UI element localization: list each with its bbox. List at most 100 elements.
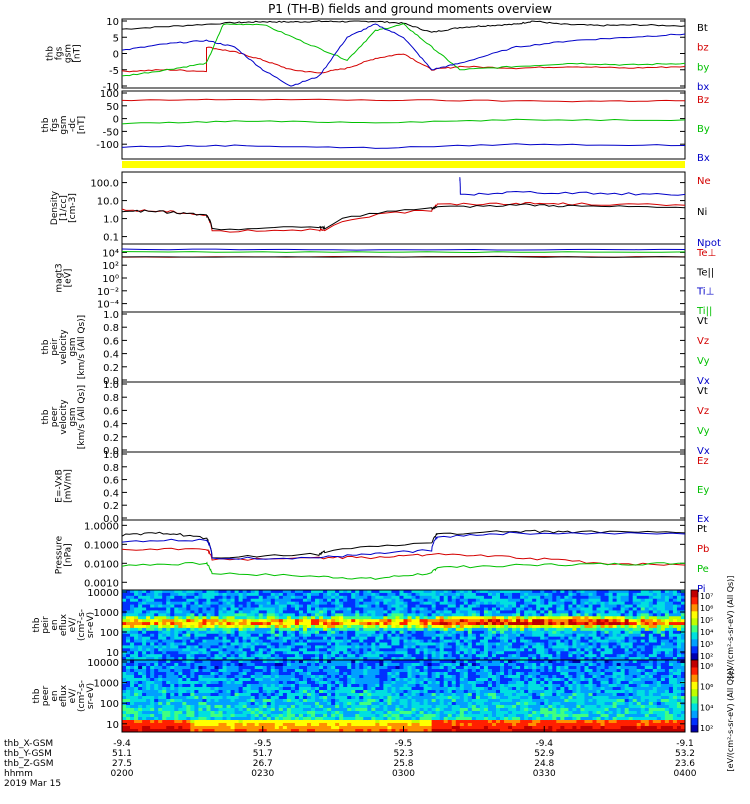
heatmap-cell bbox=[512, 625, 516, 628]
heatmap-cell bbox=[138, 637, 142, 640]
heatmap-cell bbox=[170, 634, 174, 637]
heatmap-cell bbox=[677, 619, 681, 622]
heatmap-cell bbox=[295, 711, 299, 714]
heatmap-cell bbox=[299, 602, 303, 605]
heatmap-cell bbox=[174, 619, 178, 622]
heatmap-cell bbox=[198, 687, 202, 690]
heatmap-cell bbox=[335, 593, 339, 596]
heatmap-cell bbox=[299, 596, 303, 599]
heatmap-cell bbox=[568, 631, 572, 634]
heatmap-cell bbox=[520, 651, 524, 654]
heatmap-cell bbox=[150, 708, 154, 711]
heatmap-cell bbox=[432, 602, 436, 605]
heatmap-cell bbox=[440, 654, 444, 657]
heatmap-cell bbox=[363, 605, 367, 608]
heatmap-cell bbox=[508, 613, 512, 616]
heatmap-cell bbox=[512, 628, 516, 631]
heatmap-cell bbox=[202, 708, 206, 711]
heatmap-cell bbox=[331, 616, 335, 619]
heatmap-cell bbox=[424, 622, 428, 625]
heatmap-cell bbox=[307, 717, 311, 720]
heatmap-cell bbox=[605, 608, 609, 611]
heatmap-cell bbox=[597, 619, 601, 622]
heatmap-cell bbox=[243, 660, 247, 663]
heatmap-cell bbox=[323, 681, 327, 684]
heatmap-cell bbox=[130, 711, 134, 714]
heatmap-cell bbox=[391, 622, 395, 625]
heatmap-cell bbox=[275, 726, 279, 729]
heatmap-cell bbox=[142, 681, 146, 684]
heatmap-cell bbox=[291, 669, 295, 672]
heatmap-cell bbox=[227, 599, 231, 602]
heatmap-cell bbox=[178, 705, 182, 708]
heatmap-cell bbox=[641, 625, 645, 628]
heatmap-cell bbox=[552, 605, 556, 608]
heatmap-cell bbox=[142, 666, 146, 669]
heatmap-cell bbox=[202, 619, 206, 622]
heatmap-cell bbox=[243, 654, 247, 657]
heatmap-cell bbox=[202, 726, 206, 729]
heatmap-cell bbox=[219, 723, 223, 726]
heatmap-cell bbox=[287, 605, 291, 608]
heatmap-cell bbox=[295, 625, 299, 628]
heatmap-cell bbox=[387, 654, 391, 657]
heatmap-cell bbox=[605, 634, 609, 637]
heatmap-cell bbox=[190, 605, 194, 608]
heatmap-cell bbox=[335, 608, 339, 611]
heatmap-cell bbox=[484, 610, 488, 613]
heatmap-cell bbox=[355, 610, 359, 613]
heatmap-cell bbox=[335, 643, 339, 646]
heatmap-cell bbox=[146, 634, 150, 637]
heatmap-cell bbox=[134, 678, 138, 681]
heatmap-cell bbox=[548, 596, 552, 599]
heatmap-cell bbox=[219, 687, 223, 690]
heatmap-cell bbox=[239, 599, 243, 602]
heatmap-cell bbox=[613, 640, 617, 643]
heatmap-cell bbox=[395, 645, 399, 648]
heatmap-cell bbox=[138, 693, 142, 696]
heatmap-cell bbox=[178, 693, 182, 696]
heatmap-cell bbox=[210, 645, 214, 648]
heatmap-cell bbox=[267, 651, 271, 654]
heatmap-cell bbox=[235, 690, 239, 693]
heatmap-cell bbox=[351, 628, 355, 631]
heatmap-cell bbox=[255, 613, 259, 616]
heatmap-cell bbox=[263, 628, 267, 631]
heatmap-cell bbox=[665, 648, 669, 651]
heatmap-cell bbox=[351, 593, 355, 596]
heatmap-cell bbox=[484, 622, 488, 625]
heatmap-cell bbox=[343, 616, 347, 619]
heatmap-cell bbox=[263, 672, 267, 675]
heatmap-cell bbox=[669, 596, 673, 599]
heatmap-cell bbox=[287, 723, 291, 726]
heatmap-cell bbox=[440, 648, 444, 651]
heatmap-cell bbox=[444, 637, 448, 640]
heatmap-cell bbox=[255, 648, 259, 651]
legend-entry: Ti⊥ bbox=[696, 287, 714, 298]
heatmap-cell bbox=[194, 654, 198, 657]
heatmap-cell bbox=[271, 619, 275, 622]
heatmap-cell bbox=[548, 599, 552, 602]
heatmap-cell bbox=[677, 622, 681, 625]
heatmap-cell bbox=[665, 599, 669, 602]
heatmap-cell bbox=[597, 631, 601, 634]
heatmap-cell bbox=[251, 605, 255, 608]
heatmap-cell bbox=[174, 651, 178, 654]
heatmap-cell bbox=[271, 613, 275, 616]
heatmap-cell bbox=[576, 640, 580, 643]
heatmap-cell bbox=[564, 648, 568, 651]
heatmap-cell bbox=[492, 640, 496, 643]
heatmap-cell bbox=[295, 708, 299, 711]
colorbar-tick-label: 10⁴ bbox=[700, 628, 713, 637]
heatmap-cell bbox=[291, 672, 295, 675]
heatmap-cell bbox=[271, 645, 275, 648]
heatmap-cell bbox=[243, 675, 247, 678]
heatmap-cell bbox=[287, 645, 291, 648]
heatmap-cell bbox=[379, 593, 383, 596]
heatmap-cell bbox=[267, 666, 271, 669]
heatmap-cell bbox=[637, 605, 641, 608]
heatmap-cell bbox=[291, 640, 295, 643]
heatmap-cell bbox=[387, 605, 391, 608]
legend-entry: Bz bbox=[697, 95, 709, 106]
heatmap-cell bbox=[267, 596, 271, 599]
